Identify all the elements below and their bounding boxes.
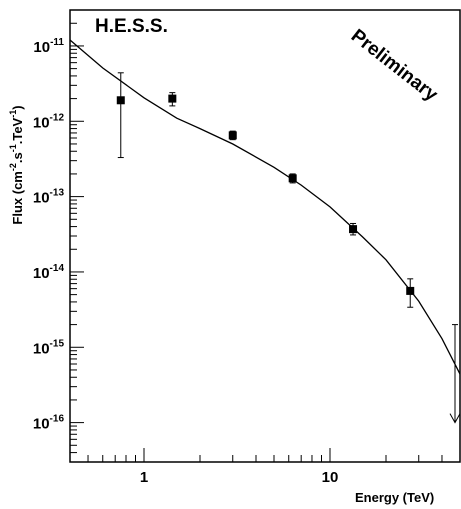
status-label: Preliminary <box>347 25 442 106</box>
data-point <box>288 174 297 183</box>
data-point <box>168 94 177 103</box>
x-axis-title: Energy (TeV) <box>355 490 434 505</box>
y-tick-label: 10-12 <box>33 112 65 131</box>
y-tick-label: 10-14 <box>33 263 65 282</box>
data-point <box>116 96 125 105</box>
x-tick-label: 1 <box>140 469 148 486</box>
y-tick-label: 10-11 <box>33 37 64 56</box>
y-tick-label: 10-13 <box>33 188 65 207</box>
x-tick-label: 10 <box>322 469 339 486</box>
y-tick-label: 10-15 <box>33 338 65 357</box>
upper-limit-arrow <box>449 413 461 424</box>
data-point <box>406 286 415 295</box>
data-point <box>228 131 237 140</box>
y-tick-label: 10-16 <box>33 414 65 433</box>
fit-curve <box>69 39 461 375</box>
y-axis-title: Flux (cm-2.s-1.TeV-1) <box>8 105 25 224</box>
experiment-label: H.E.S.S. <box>95 16 168 37</box>
data-point <box>349 225 358 234</box>
